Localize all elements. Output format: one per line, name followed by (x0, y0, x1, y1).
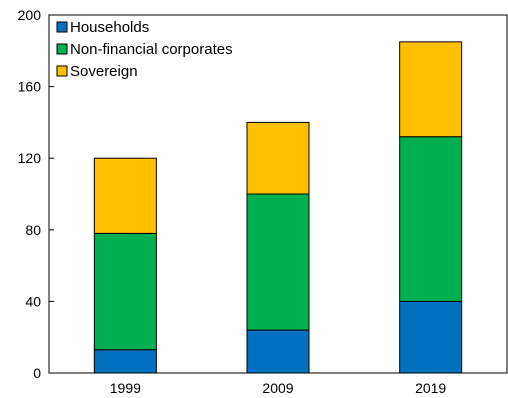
bar-sovereign-1999 (93, 157, 157, 234)
x-tick-label: 2019 (415, 380, 446, 396)
bar-non-financial-corporates-1999 (93, 232, 157, 351)
bar-sovereign-2009 (246, 121, 310, 195)
legend-label: Sovereign (70, 63, 138, 80)
legend: Households Non-financial corporates Sovere… (56, 19, 233, 80)
y-axis: 0 40 80 120 160 200 (18, 7, 54, 381)
y-tick-label: 80 (25, 222, 41, 238)
legend-label: Non-financial corporates (70, 41, 233, 58)
y-tick-label: 40 (25, 293, 41, 309)
y-tick-label: 0 (33, 365, 41, 381)
legend-swatch (56, 43, 68, 55)
bar-non-financial-corporates-2009 (246, 193, 310, 331)
y-tick-label: 120 (18, 150, 42, 166)
bar-sovereign-2019 (399, 41, 463, 138)
x-tick-label: 1999 (110, 380, 141, 396)
bar-households-1999 (93, 349, 157, 374)
bar-households-2019 (399, 300, 463, 374)
legend-swatch (56, 65, 68, 77)
x-tick-label: 2009 (262, 380, 293, 396)
bar-non-financial-corporates-2019 (399, 136, 463, 302)
bar-households-2009 (246, 329, 310, 374)
legend-label: Households (70, 19, 149, 36)
legend-swatch (56, 21, 68, 33)
x-axis: 1999 2009 2019 (110, 380, 447, 396)
bars (93, 41, 463, 374)
y-tick-label: 160 (18, 79, 42, 95)
y-tick-label: 200 (18, 7, 42, 23)
